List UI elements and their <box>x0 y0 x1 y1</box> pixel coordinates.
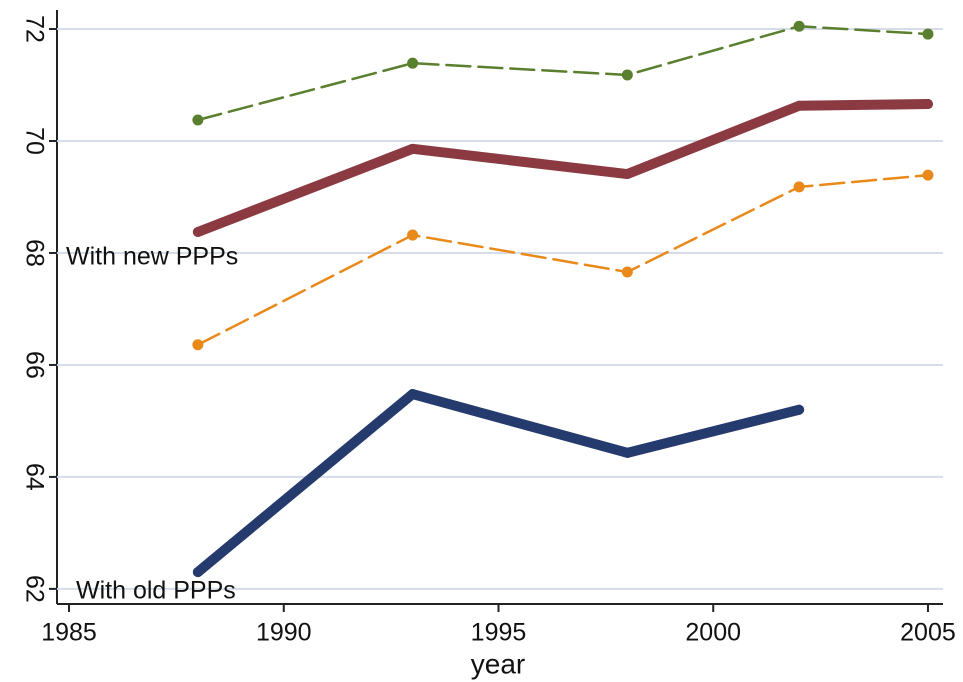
x-tick-label: 2000 <box>685 619 741 647</box>
y-tick-label: 64 <box>20 463 48 491</box>
point <box>192 339 204 351</box>
series-line <box>192 99 933 237</box>
y-tick-label: 66 <box>20 351 48 379</box>
point <box>407 57 419 69</box>
y-tick-label: 62 <box>20 575 48 603</box>
point <box>407 389 418 400</box>
point <box>793 20 805 32</box>
point <box>793 181 805 193</box>
point <box>621 69 633 81</box>
point <box>922 169 934 181</box>
x-tick-label: 1985 <box>41 619 97 647</box>
point <box>922 99 933 110</box>
point <box>192 567 203 578</box>
annotation: With new PPPs <box>66 243 238 271</box>
x-axis-label: year <box>471 648 525 679</box>
x-tick-label: 1995 <box>471 619 527 647</box>
point <box>794 100 805 111</box>
y-tick-label: 72 <box>20 15 48 43</box>
annotation: With old PPPs <box>76 577 236 605</box>
series-line <box>192 389 805 578</box>
point <box>621 266 633 278</box>
point <box>407 229 419 241</box>
point <box>622 447 633 458</box>
x-tick-label: 1990 <box>256 619 312 647</box>
point <box>407 143 418 154</box>
point <box>192 226 203 237</box>
point <box>192 114 204 126</box>
point <box>794 404 805 415</box>
point <box>922 28 934 40</box>
series-line <box>196 173 930 347</box>
y-tick-label: 68 <box>20 239 48 267</box>
point <box>622 169 633 180</box>
y-tick-label: 70 <box>20 127 48 155</box>
x-tick-label: 2005 <box>900 619 956 647</box>
